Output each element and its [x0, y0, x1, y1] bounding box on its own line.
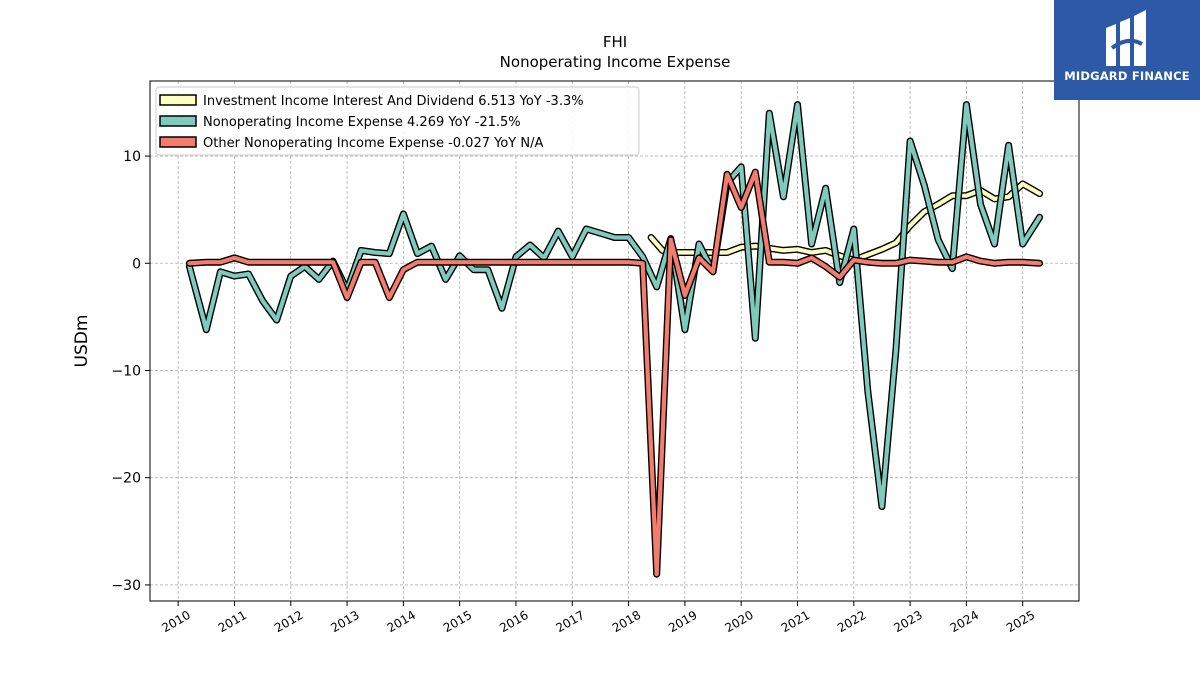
y-tick-label: −20 [111, 471, 141, 487]
grid [150, 81, 1079, 601]
x-tick-label: 2015 [441, 608, 474, 635]
x-tick-label: 2021 [779, 608, 812, 635]
x-tick-label: 2010 [159, 608, 192, 635]
series-outline-2 [185, 168, 1044, 578]
x-tick-label: 2012 [272, 608, 305, 635]
chart-title: FHI [603, 33, 627, 51]
series-line-1 [187, 102, 1042, 509]
x-tick-label: 2017 [554, 608, 587, 635]
y-axis-label: USDm [72, 315, 92, 368]
x-tick-label: 2025 [1004, 608, 1037, 635]
legend-label-0: Investment Income Interest And Dividend … [203, 94, 584, 109]
series-line-0 [648, 181, 1042, 263]
chart-subtitle: Nonoperating Income Expense [500, 53, 731, 71]
y-tick-label: 0 [132, 256, 141, 272]
x-tick-label: 2018 [610, 608, 643, 635]
x-tick-label: 2014 [385, 608, 418, 635]
legend-label-2: Other Nonoperating Income Expense -0.027… [203, 136, 543, 151]
x-tick-label: 2023 [891, 608, 924, 635]
x-tick-label: 2011 [216, 608, 249, 635]
x-tick-label: 2016 [497, 608, 530, 635]
x-tick-label: 2019 [666, 608, 699, 635]
x-tick-label: 2022 [835, 608, 868, 635]
brand-logo: MIDGARD FINANCE [1054, 0, 1200, 100]
legend-box [155, 86, 640, 156]
axes: 2010 2011 2012 2013 2014 2015 2016 2017 2018 2019… [111, 149, 1037, 635]
x-tick-label: 2020 [722, 608, 755, 635]
y-tick-label: −30 [111, 578, 141, 594]
series-line-2 [187, 170, 1042, 577]
legend-swatch-1 [159, 115, 197, 127]
plot-frame [149, 80, 1080, 602]
series-outline-1 [185, 101, 1044, 511]
legend: Investment Income Interest And Dividend … [155, 86, 640, 156]
x-tick-label: 2024 [948, 608, 981, 635]
y-tick-label: 10 [123, 149, 141, 165]
y-tick-label: −10 [111, 363, 141, 379]
legend-swatch-2 [159, 136, 197, 148]
series-layer [185, 101, 1044, 578]
brand-mark-icon [1106, 10, 1146, 66]
x-tick-label: 2013 [328, 608, 361, 635]
legend-swatch-0 [159, 94, 197, 106]
brand-name: MIDGARD FINANCE [1064, 69, 1190, 83]
legend-label-1: Nonoperating Income Expense 4.269 YoY -2… [203, 115, 521, 130]
